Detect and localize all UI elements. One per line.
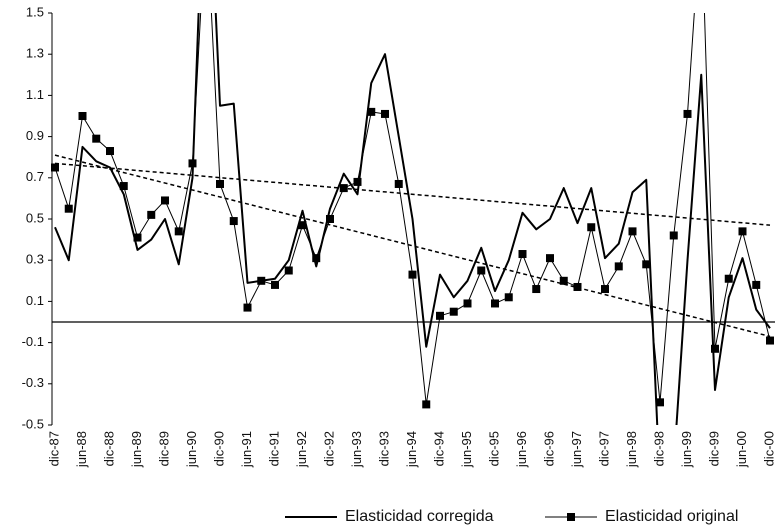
y-tick-label: -0.5 <box>22 416 44 431</box>
legend-label: Elasticidad original <box>605 508 738 525</box>
y-tick-label: -0.1 <box>22 334 44 349</box>
marker <box>628 227 637 236</box>
marker <box>92 134 101 143</box>
x-tick-label: dic-99 <box>706 431 721 466</box>
y-tick-label: 0.1 <box>26 293 44 308</box>
trend-line <box>54 162 771 226</box>
x-tick-label: dic-00 <box>761 431 775 466</box>
x-tick-label: jun-90 <box>184 431 199 468</box>
y-tick-label: 0.9 <box>26 128 44 143</box>
marker <box>106 147 114 156</box>
y-tick-label: 1.1 <box>26 87 44 102</box>
marker <box>119 182 128 191</box>
x-tick-label: dic-89 <box>156 431 171 466</box>
marker <box>298 221 307 230</box>
marker <box>133 233 142 242</box>
marker <box>546 254 554 263</box>
marker <box>216 179 224 188</box>
marker <box>669 231 678 240</box>
marker <box>147 210 156 219</box>
x-tick-label: dic-91 <box>266 431 281 466</box>
x-tick-label: jun-99 <box>679 431 694 468</box>
y-tick-label: 0.5 <box>26 210 44 225</box>
marker <box>711 344 719 353</box>
x-tick-label: jun-94 <box>404 431 419 468</box>
y-tick-label: 0.7 <box>26 169 44 184</box>
x-tick-label: jun-88 <box>74 431 89 468</box>
marker <box>174 227 183 236</box>
x-tick-label: jun-96 <box>514 431 529 468</box>
marker <box>573 282 582 291</box>
x-tick-label: dic-93 <box>376 431 391 466</box>
marker <box>339 184 348 193</box>
marker <box>436 311 444 320</box>
marker <box>326 215 334 223</box>
x-tick-label: dic-96 <box>541 431 556 466</box>
x-tick-label: dic-87 <box>46 431 61 466</box>
x-tick-label: dic-97 <box>596 431 611 466</box>
x-tick-label: jun-92 <box>294 431 309 468</box>
y-tick-label: -0.3 <box>22 375 44 390</box>
marker <box>51 163 59 172</box>
marker <box>64 204 73 213</box>
marker <box>601 285 609 294</box>
x-tick-label: dic-88 <box>101 431 116 466</box>
y-tick-label: 0.3 <box>26 252 44 267</box>
marker <box>257 276 266 285</box>
marker <box>504 293 513 302</box>
marker <box>724 274 733 283</box>
marker <box>683 109 692 118</box>
x-tick-label: jun-91 <box>239 431 254 468</box>
y-tick-label: 1.3 <box>26 46 44 61</box>
marker <box>491 299 499 308</box>
marker <box>367 107 376 116</box>
marker <box>518 250 527 259</box>
marker <box>752 280 761 289</box>
trend-line <box>54 154 771 338</box>
marker <box>408 270 417 279</box>
marker <box>78 112 87 120</box>
x-tick-label: dic-94 <box>431 431 446 466</box>
marker <box>614 262 623 271</box>
series-line <box>54 13 771 425</box>
legend-marker <box>567 513 575 521</box>
marker <box>738 227 747 236</box>
marker <box>394 179 403 188</box>
x-tick-label: dic-90 <box>211 431 226 466</box>
marker <box>271 280 279 289</box>
marker <box>642 260 651 269</box>
y-tick-label: 1.5 <box>26 4 44 19</box>
plot-area <box>51 13 774 425</box>
marker <box>766 336 774 345</box>
x-tick-label: jun-98 <box>624 431 639 468</box>
marker <box>463 299 472 308</box>
marker <box>161 196 169 205</box>
x-tick-label: jun-93 <box>349 431 364 468</box>
marker <box>381 109 389 118</box>
marker <box>188 159 197 168</box>
x-tick-label: jun-00 <box>734 431 749 468</box>
legend-label: Elasticidad corregida <box>345 508 494 525</box>
x-tick-label: jun-89 <box>129 431 144 468</box>
marker <box>284 266 293 275</box>
x-tick-label: dic-95 <box>486 431 501 466</box>
x-tick-label: dic-98 <box>651 431 666 466</box>
x-tick-label: jun-97 <box>569 431 584 468</box>
marker <box>422 400 431 409</box>
marker <box>229 217 238 226</box>
marker <box>449 307 458 316</box>
marker <box>532 285 541 294</box>
marker <box>353 177 362 186</box>
x-tick-label: dic-92 <box>321 431 336 466</box>
marker <box>312 254 321 263</box>
x-tick-label: jun-95 <box>459 431 474 468</box>
marker <box>477 266 486 275</box>
marker <box>656 398 664 407</box>
marker <box>587 223 596 232</box>
marker <box>559 276 568 285</box>
marker <box>243 303 252 312</box>
